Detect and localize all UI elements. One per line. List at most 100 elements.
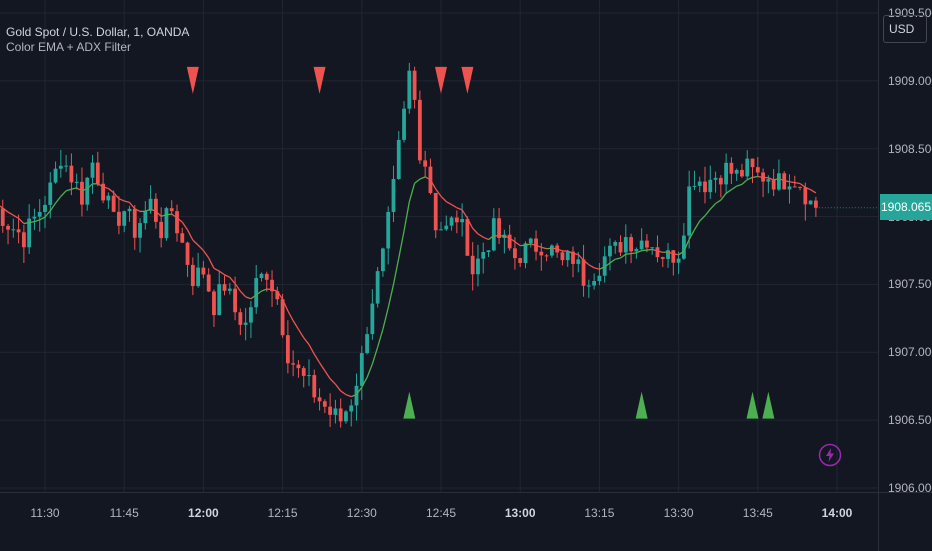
candle-body xyxy=(455,218,459,223)
ema-segment xyxy=(246,297,251,299)
candle-body xyxy=(85,178,89,205)
candle-body xyxy=(671,250,675,262)
ema-segment xyxy=(716,200,721,203)
candle-body xyxy=(640,241,644,250)
candle-body xyxy=(729,163,733,174)
ema-segment xyxy=(409,183,414,202)
candle-body xyxy=(333,408,337,414)
ema-segment xyxy=(230,277,235,283)
ema-segment xyxy=(726,190,731,194)
ema-segment xyxy=(61,191,66,197)
candle-body xyxy=(196,268,200,286)
ema-segment xyxy=(705,209,710,216)
ema-segment xyxy=(219,271,224,275)
ema-segment xyxy=(483,237,488,239)
ema-segment xyxy=(594,268,599,269)
ema-segment xyxy=(320,363,325,371)
legend-indicator[interactable]: Color EMA + ADX Filter xyxy=(6,40,131,54)
candle-body xyxy=(191,265,195,286)
ema-segment xyxy=(34,220,39,222)
candle-body xyxy=(513,248,517,258)
candle-body xyxy=(735,170,739,174)
candle-body xyxy=(344,411,348,421)
ema-segment xyxy=(758,177,763,178)
ema-segment xyxy=(621,254,626,258)
candle-body xyxy=(624,237,628,252)
time-tick-label: 14:00 xyxy=(822,506,853,520)
candle-body xyxy=(122,211,126,226)
candle-body xyxy=(756,167,760,172)
candle-body xyxy=(561,252,565,260)
ema-segment xyxy=(19,218,24,223)
ema-segment xyxy=(800,184,805,188)
ema-segment xyxy=(24,223,29,224)
ema-segment xyxy=(589,265,594,268)
candle-body xyxy=(365,334,369,353)
ema-segment xyxy=(393,258,398,284)
ema-segment xyxy=(795,183,800,184)
ema-segment xyxy=(383,308,388,329)
ema-segment xyxy=(166,214,171,215)
candle-body xyxy=(75,182,79,183)
candle-body xyxy=(159,222,163,238)
candle-body xyxy=(254,278,258,307)
candle-body xyxy=(545,255,549,256)
candle-body xyxy=(1,208,5,226)
currency-selector[interactable]: USD xyxy=(883,15,927,43)
price-tick-label: 1907.500 xyxy=(888,277,932,291)
candle-body xyxy=(170,208,174,211)
candle-body xyxy=(487,250,491,252)
ema-segment xyxy=(552,248,557,249)
bolt-icon[interactable] xyxy=(818,443,842,467)
buy-signal-marker xyxy=(747,392,759,419)
candle-body xyxy=(576,259,580,263)
candle-body xyxy=(22,232,26,247)
candle-body xyxy=(318,397,322,401)
chart-area[interactable]: Gold Spot / U.S. Dollar, 1, OANDA Color … xyxy=(0,0,878,492)
candle-body xyxy=(381,248,385,271)
candle-body xyxy=(302,368,306,376)
ema-segment xyxy=(457,208,462,210)
ema-segment xyxy=(694,221,699,230)
candle-body xyxy=(59,166,63,169)
candle-body xyxy=(244,323,248,325)
time-tick-label: 12:45 xyxy=(426,506,456,520)
legend-symbol[interactable]: Gold Spot / U.S. Dollar, 1, OANDA xyxy=(6,25,189,39)
candle-body xyxy=(64,166,68,167)
candle-body xyxy=(751,159,755,168)
ema-segment xyxy=(737,184,742,186)
candle-body xyxy=(703,182,707,193)
candle-body xyxy=(492,218,496,250)
ema-segment xyxy=(473,228,478,234)
ema-segment xyxy=(415,179,420,183)
candle-body xyxy=(788,186,792,189)
time-tick-label: 13:00 xyxy=(505,506,536,520)
ema-segment xyxy=(547,248,552,249)
ema-segment xyxy=(129,202,134,208)
candle-body xyxy=(423,160,427,166)
ema-segment xyxy=(288,311,293,321)
candle-body xyxy=(307,375,311,376)
candle-body xyxy=(238,312,242,325)
ema-segment xyxy=(388,284,393,307)
candle-body xyxy=(698,182,702,186)
candle-body xyxy=(529,239,533,244)
price-tick-label: 1907.000 xyxy=(888,345,932,359)
candle-body xyxy=(360,353,364,386)
candle-body xyxy=(54,169,58,183)
candle-body xyxy=(719,178,723,185)
candle-body xyxy=(661,257,665,259)
candle-body xyxy=(434,193,438,230)
candle-body xyxy=(286,335,290,363)
ema-segment xyxy=(367,364,372,377)
time-tick-label: 12:30 xyxy=(347,506,377,520)
candlestick-plot[interactable] xyxy=(0,0,878,492)
ema-segment xyxy=(335,384,340,391)
price-axis[interactable]: 1909.5001909.0001908.5001908.0001907.500… xyxy=(878,0,932,492)
ema-segment xyxy=(225,275,230,278)
ema-segment xyxy=(742,180,747,185)
candle-body xyxy=(772,179,776,189)
candle-body xyxy=(803,187,807,204)
ema-segment xyxy=(346,395,351,397)
